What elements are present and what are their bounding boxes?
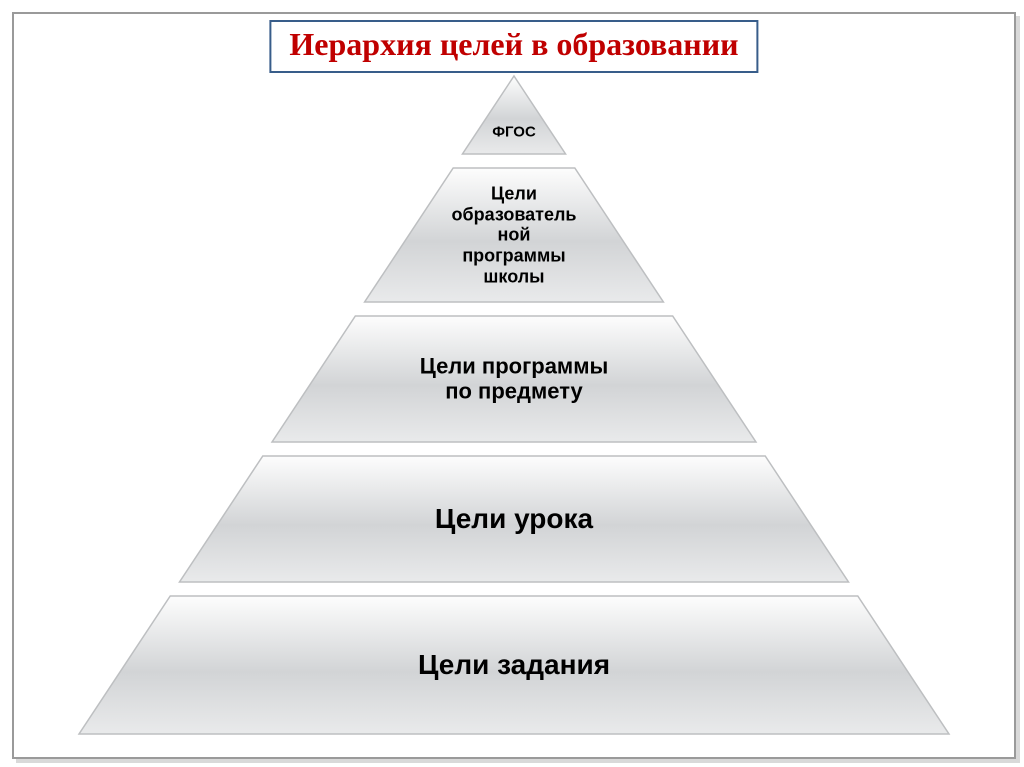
pyramid-level-label-1: Цели образователь ной программы школы bbox=[452, 183, 577, 286]
pyramid-level-label-0: ФГОС bbox=[492, 124, 536, 141]
pyramid-level-label-4: Цели задания bbox=[418, 649, 610, 681]
pyramid-level-label-2: Цели программы по предмету bbox=[420, 354, 609, 405]
pyramid-level-label-3: Цели урока bbox=[435, 503, 593, 535]
pyramid-level-0 bbox=[462, 76, 565, 154]
title-box: Иерархия целей в образовании bbox=[269, 20, 758, 73]
pyramid-diagram: ФГОС Цели образователь ной программы школ… bbox=[14, 14, 1014, 757]
page-title: Иерархия целей в образовании bbox=[289, 26, 738, 62]
slide-frame: ФГОС Цели образователь ной программы школ… bbox=[12, 12, 1016, 759]
